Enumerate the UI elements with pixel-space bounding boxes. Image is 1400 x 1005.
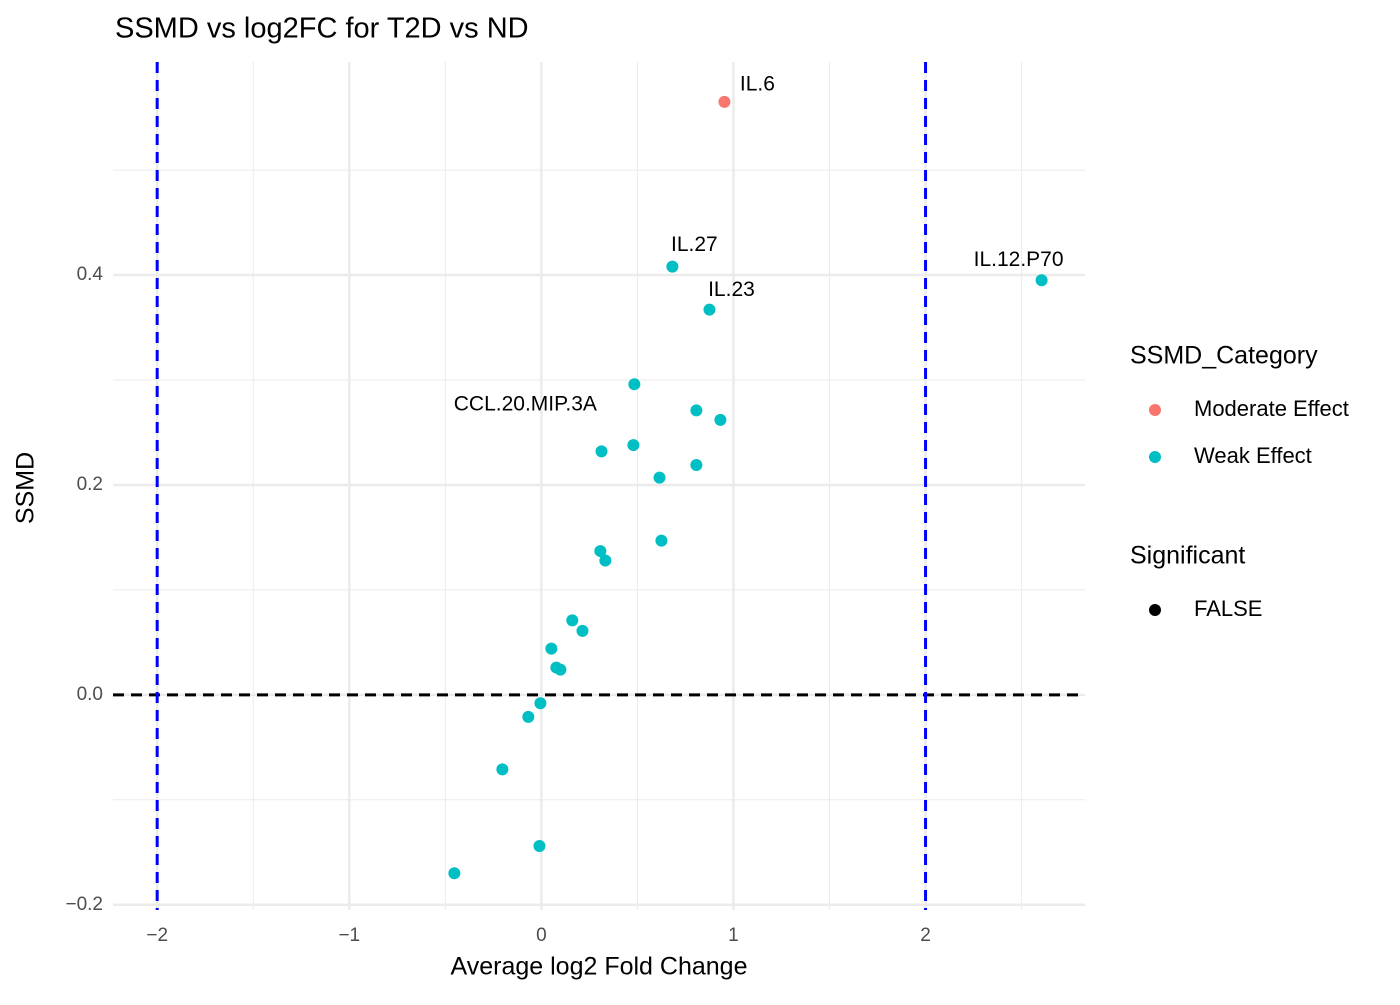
legend-marker xyxy=(1149,451,1161,463)
point-label: IL.27 xyxy=(671,233,718,256)
legend-label: FALSE xyxy=(1194,596,1262,621)
point-label: IL.6 xyxy=(740,72,775,95)
legend-marker xyxy=(1149,404,1161,416)
x-tick-label: 1 xyxy=(728,925,739,946)
y-tick-label: 0.0 xyxy=(77,684,103,705)
point xyxy=(655,534,668,547)
x-tick-label: −2 xyxy=(146,925,168,946)
point xyxy=(628,378,641,391)
legend-label: Weak Effect xyxy=(1194,443,1312,468)
y-axis-title: SSMD xyxy=(12,452,40,524)
point xyxy=(594,545,607,558)
point xyxy=(448,867,461,880)
point xyxy=(554,663,567,676)
point xyxy=(714,413,727,426)
point xyxy=(566,614,579,627)
y-tick-label: −0.2 xyxy=(65,894,103,915)
point-label: IL.23 xyxy=(708,278,755,301)
point xyxy=(653,471,666,484)
point xyxy=(1035,274,1048,287)
point xyxy=(690,459,703,472)
chart-title: SSMD vs log2FC for T2D vs ND xyxy=(115,13,529,45)
point xyxy=(522,710,535,723)
point xyxy=(576,624,589,637)
point xyxy=(718,95,731,108)
y-tick-label: 0.4 xyxy=(77,264,104,285)
point xyxy=(599,554,612,567)
point-label: IL.12.P70 xyxy=(974,248,1064,271)
y-tick-label: 0.2 xyxy=(77,474,103,495)
point-label: CCL.20.MIP.3A xyxy=(454,393,597,416)
point xyxy=(496,763,509,776)
x-tick-label: 0 xyxy=(536,925,547,946)
point xyxy=(703,303,716,316)
legend-title: SSMD_Category xyxy=(1130,342,1318,370)
point xyxy=(666,260,679,273)
point xyxy=(595,445,608,458)
x-tick-label: −1 xyxy=(338,925,360,946)
x-tick-label: 2 xyxy=(920,925,931,946)
legend-marker xyxy=(1149,604,1161,616)
point xyxy=(533,839,546,852)
point xyxy=(627,439,640,452)
legend-label: Moderate Effect xyxy=(1194,396,1349,421)
legend-title: Significant xyxy=(1130,542,1245,570)
point xyxy=(534,697,547,710)
point xyxy=(545,642,558,655)
x-axis-title: Average log2 Fold Change xyxy=(451,953,748,981)
point xyxy=(690,404,703,417)
